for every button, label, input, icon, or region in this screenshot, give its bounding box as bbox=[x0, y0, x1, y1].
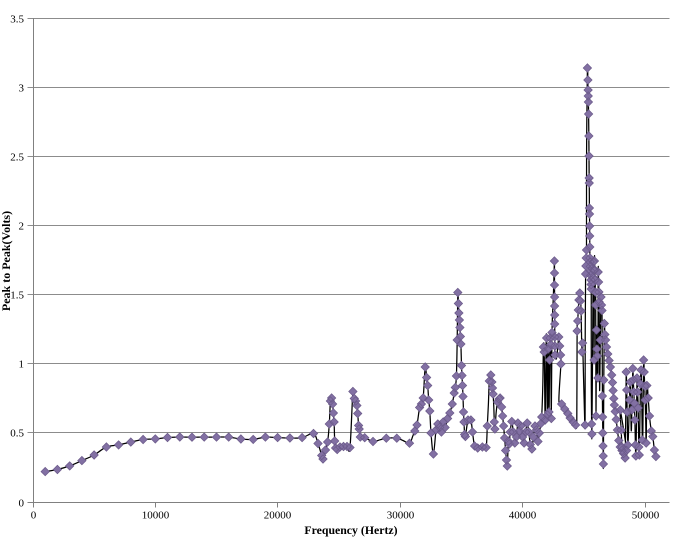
svg-text:3: 3 bbox=[19, 82, 25, 94]
svg-text:30000: 30000 bbox=[387, 510, 415, 522]
svg-text:1: 1 bbox=[19, 358, 25, 370]
svg-text:0: 0 bbox=[19, 497, 25, 509]
svg-text:1.5: 1.5 bbox=[10, 289, 24, 301]
svg-text:0.5: 0.5 bbox=[10, 427, 24, 439]
svg-text:Frequency (Hertz): Frequency (Hertz) bbox=[304, 523, 397, 537]
svg-text:3.5: 3.5 bbox=[10, 13, 24, 25]
svg-text:2: 2 bbox=[19, 220, 25, 232]
svg-text:0: 0 bbox=[31, 510, 37, 522]
svg-text:Peak to Peak(Volts): Peak to Peak(Volts) bbox=[0, 211, 13, 311]
svg-text:20000: 20000 bbox=[264, 510, 292, 522]
svg-text:40000: 40000 bbox=[509, 510, 537, 522]
svg-text:2.5: 2.5 bbox=[10, 151, 24, 163]
svg-text:10000: 10000 bbox=[142, 510, 170, 522]
svg-text:50000: 50000 bbox=[632, 510, 660, 522]
